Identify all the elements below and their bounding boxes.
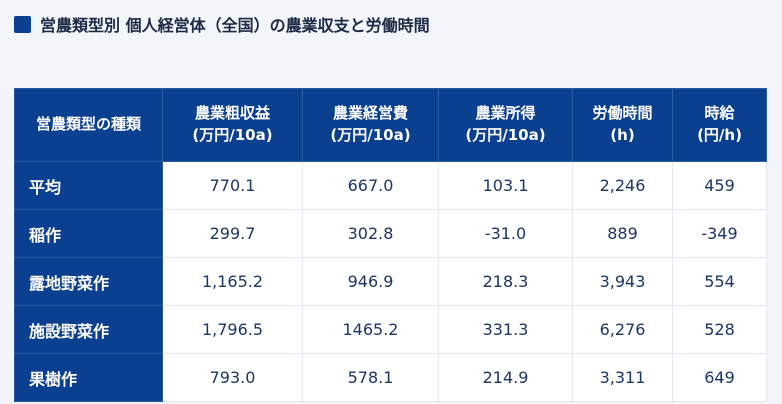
row-header: 施設野菜作 [14,305,163,354]
table-body: 平均 770.1 667.0 103.1 2,246 459 稲作 299.7 302.8 -31… [14,161,767,402]
column-header-line: 営農類型の種類 [35,115,141,134]
table: 営農類型の種類 農業粗収益 (万円/10a) 農業経営費 (万円/10a) 農業所得 (万円… [14,88,767,402]
title: 営農類型別 個人経営体（全国）の農業収支と労働時間 [40,16,430,35]
row-header: 稲作 [14,209,163,258]
table-head: 営農類型の種類 農業粗収益 (万円/10a) 農業経営費 (万円/10a) 農業所得 (万円… [14,88,767,162]
table-cell: 889 [572,209,673,258]
column-header-line: 農業所得 [475,104,536,123]
table-cell: 649 [672,353,767,402]
table-cell: -349 [672,209,767,258]
table-cell: 302.8 [302,209,439,258]
table-cell: 331.3 [438,305,573,354]
row-header: 果樹作 [14,353,163,402]
column-header-line: (円/h) [697,126,742,144]
table-cell: 1,796.5 [162,305,303,354]
table-cell: 667.0 [302,161,439,210]
column-header: 営農類型の種類 [14,88,163,162]
column-header-line: 時給 [704,104,735,123]
table-row: 稲作 299.7 302.8 -31.0 889 -349 [14,209,767,258]
column-header: 時給 (円/h) [672,88,767,162]
title-icon [14,15,31,33]
row-header: 露地野菜作 [14,257,163,306]
header-row: 営農類型の種類 農業粗収益 (万円/10a) 農業経営費 (万円/10a) 農業所得 (万円… [14,88,767,162]
table-cell: 793.0 [162,353,303,402]
column-header-line: 農業粗収益 [194,104,270,123]
column-header-line: (万円/10a) [192,126,273,144]
table-cell: 2,246 [572,161,673,210]
table-cell: 103.1 [438,161,573,210]
column-header-line: (万円/10a) [465,126,546,144]
table-cell: -31.0 [438,209,573,258]
table-cell: 554 [672,257,767,306]
table-cell: 1465.2 [302,305,439,354]
column-header-line: 労働時間 [592,104,653,123]
row-header: 平均 [14,161,163,210]
header: 営農類型別 個人経営体（全国）の農業収支と労働時間 [14,12,430,36]
column-header: 農業粗収益 (万円/10a) [162,88,303,162]
table-cell: 218.3 [438,257,573,306]
table-row: 果樹作 793.0 578.1 214.9 3,311 649 [14,353,767,402]
column-header: 労働時間 (h) [572,88,673,162]
table-cell: 528 [672,305,767,354]
table-cell: 578.1 [302,353,439,402]
table-cell: 770.1 [162,161,303,210]
table-cell: 946.9 [302,257,439,306]
table-cell: 459 [672,161,767,210]
table-cell: 6,276 [572,305,673,354]
column-header-line: (万円/10a) [330,126,411,144]
table-cell: 3,311 [572,353,673,402]
table-cell: 299.7 [162,209,303,258]
column-header-line: 農業経営費 [332,104,408,123]
column-header-line: (h) [610,126,635,144]
table-row: 施設野菜作 1,796.5 1465.2 331.3 6,276 528 [14,305,767,354]
table-cell: 3,943 [572,257,673,306]
table-row: 平均 770.1 667.0 103.1 2,246 459 [14,161,767,210]
table-cell: 214.9 [438,353,573,402]
table-row: 露地野菜作 1,165.2 946.9 218.3 3,943 554 [14,257,767,306]
column-header: 農業経営費 (万円/10a) [302,88,439,162]
table-cell: 1,165.2 [162,257,303,306]
column-header: 農業所得 (万円/10a) [438,88,573,162]
